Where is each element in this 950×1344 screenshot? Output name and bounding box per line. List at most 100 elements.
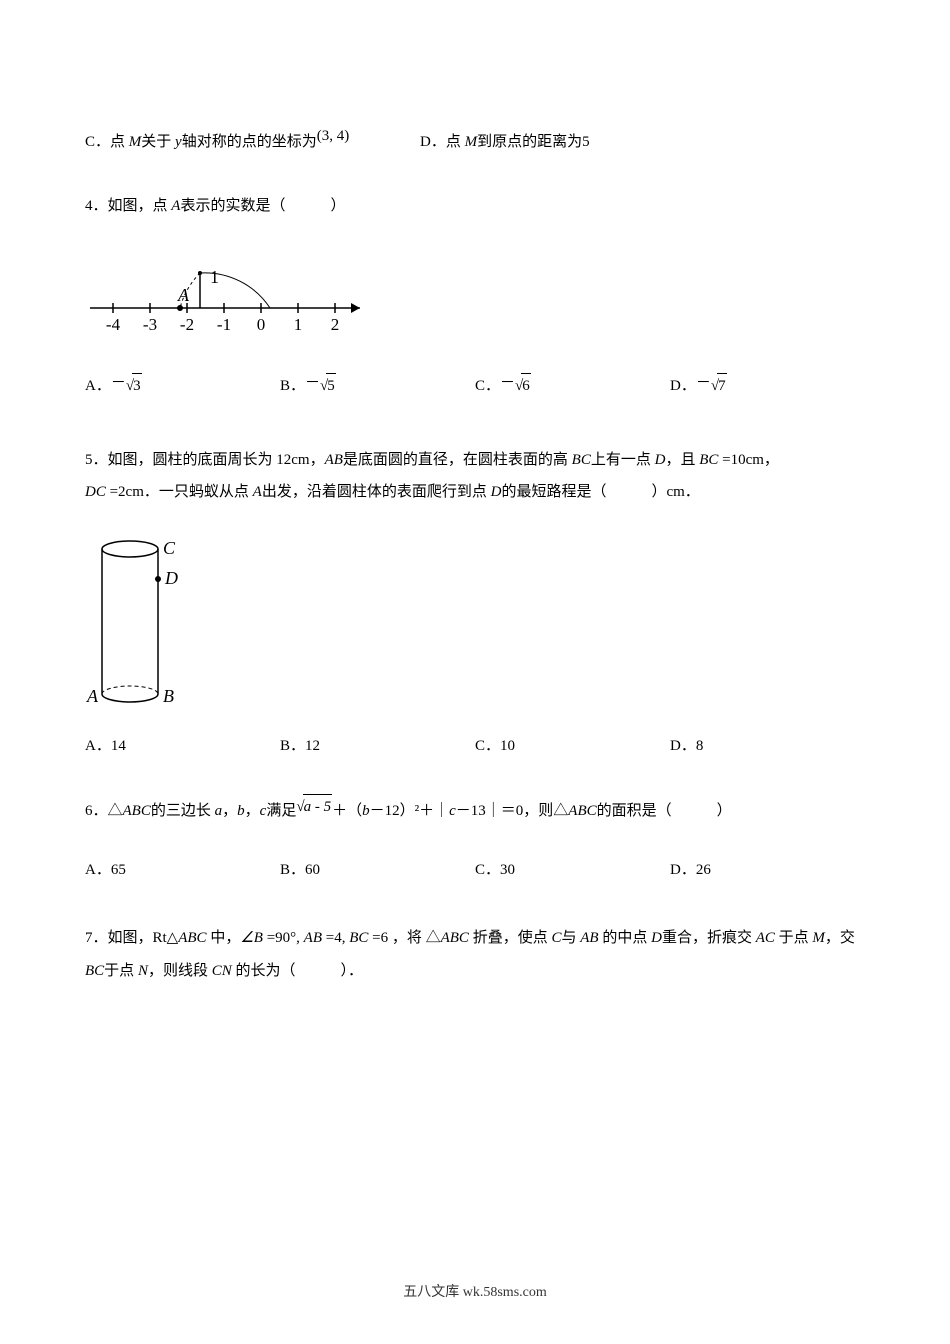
q3d-var: M (465, 134, 478, 150)
q5-label-A: A (86, 686, 99, 706)
q7p6: 重合，折痕交 (662, 930, 756, 946)
q5-figure: C D A B (85, 534, 865, 714)
q7d: D (651, 930, 662, 946)
q3c-mid1: 关于 (141, 134, 175, 150)
q5l1ab: AB (325, 452, 343, 468)
q3-options: C．点 M关于 y轴对称的点的坐标为(3, 4) D．点 M到原点的距离为5 (85, 130, 865, 154)
q5-line1: 5．如图，圆柱的底面周长为 12cm，AB是底面圆的直径，在圆柱表面的高 BC上… (85, 448, 865, 472)
q5-svg: C D A B (85, 534, 185, 714)
q4b-val: 5 (326, 373, 336, 398)
q6p5: －12）²＋｜ (370, 803, 450, 819)
svg-text:2: 2 (331, 315, 340, 334)
q4c-label: C． (475, 378, 500, 394)
q7cn: CN (212, 963, 232, 979)
q5l2dc: DC (85, 484, 106, 500)
q3-optC: C．点 M关于 y轴对称的点的坐标为(3, 4) (85, 130, 405, 154)
q6-optA: A．65 (85, 858, 280, 882)
q5-label-B: B (163, 686, 174, 706)
q7p5: 的中点 (599, 930, 652, 946)
q5-optA: A．14 (85, 734, 280, 758)
q7c: C (551, 930, 561, 946)
q7p7: 于点 (779, 930, 813, 946)
q4-svg: -4-3-2-1012 1 A (85, 248, 375, 338)
q3d-val: 5 (582, 134, 590, 150)
q4: 4．如图，点 A表示的实数是（ ） -4-3-2-1012 1 A A．－√3 (85, 194, 865, 398)
q6p1: 6．△ (85, 803, 123, 819)
q5l2a: A (253, 484, 262, 500)
q7-line1: 7．如图，Rt△ABC 中，∠B =90°, AB =4, BC =6 ，将 △… (85, 922, 865, 988)
q7p2: 中， (207, 930, 241, 946)
q5-line2: DC =2cm．一只蚂蚁从点 A出发，沿着圆柱体的表面爬行到点 D的最短路程是（… (85, 480, 865, 504)
q6c2b: c (449, 803, 456, 819)
q7p9: 于点 (104, 963, 138, 979)
q5-optB: B．12 (280, 734, 475, 758)
q5l2p3: 的最短路程是（ ）cm． (501, 484, 699, 500)
q7bc: BC (349, 930, 372, 946)
q4-text: 4．如图，点 A表示的实数是（ ） (85, 194, 865, 218)
svg-text:1: 1 (294, 315, 303, 334)
q6abc: ABC (123, 803, 151, 819)
q7p10: ，则线段 (148, 963, 212, 979)
q7ab2: AB (580, 930, 598, 946)
q7n: N (138, 963, 148, 979)
q5l1p1: 5．如图，圆柱的底面周长为 12cm， (85, 452, 325, 468)
q5-label-C: C (163, 538, 176, 558)
q4-optA: A．－√3 (85, 373, 280, 398)
q4-optC: C．－√6 (475, 373, 670, 398)
q4b-label: B． (280, 378, 305, 394)
q6-optD: D．26 (670, 858, 865, 882)
q6b: b (237, 803, 245, 819)
q6: 6．△ABC的三边长 a，b，c满足√a - 5＋（b－12）²＋｜c－13｜＝… (85, 798, 865, 882)
q5l1eq1: =10cm， (722, 452, 779, 468)
svg-text:-1: -1 (217, 315, 231, 334)
q5-options: A．14 B．12 C．10 D．8 (85, 734, 865, 758)
q6abc2: ABC (568, 803, 596, 819)
q5: 5．如图，圆柱的底面周长为 12cm，AB是底面圆的直径，在圆柱表面的高 BC上… (85, 448, 865, 758)
q3c-mid2: 轴对称的点的坐标为 (182, 134, 317, 150)
q4a-val: 3 (132, 373, 142, 398)
q5l1p2: 是底面圆的直径，在圆柱表面的高 (343, 452, 572, 468)
q5l1d: D (655, 452, 666, 468)
q4d-val: 7 (717, 373, 727, 398)
svg-text:0: 0 (257, 315, 266, 334)
q7ab: AB (304, 930, 326, 946)
q6a: a (215, 803, 223, 819)
q7bc2: BC (85, 963, 104, 979)
q3d-prefix: D．点 (420, 134, 465, 150)
q4-pointA-label: A (177, 285, 190, 305)
q7eq2: =4, (326, 930, 349, 946)
q4-options: A．－√3 B．－√5 C．－√6 D．－√7 (85, 373, 865, 398)
q6-optB: B．60 (280, 858, 475, 882)
q6p7: 的面积是（ ） (597, 803, 732, 819)
q5l1p3: 上有一点 (591, 452, 655, 468)
q5-optC: C．10 (475, 734, 670, 758)
q4-figure: -4-3-2-1012 1 A (85, 248, 865, 338)
q7p4: 与 (561, 930, 580, 946)
svg-text:-3: -3 (143, 315, 157, 334)
q4-optD: D．－√7 (670, 373, 865, 398)
q6b2: b (362, 803, 370, 819)
q5l2p1: ．一只蚂蚁从点 (144, 484, 253, 500)
q3c-prefix: C．点 (85, 134, 129, 150)
q7angle: ∠B (240, 930, 266, 946)
q6p3: 满足 (266, 803, 296, 819)
q7eq3: =6 ，将 △ (372, 930, 440, 946)
q7p11: 的长为（ ）． (232, 963, 363, 979)
q5l2p2: 出发，沿着圆柱体的表面爬行到点 (262, 484, 491, 500)
q5l2d: D (491, 484, 502, 500)
q6p2: 的三边长 (151, 803, 215, 819)
q5-label-D: D (164, 568, 178, 588)
q6sqrt: a - 5 (304, 799, 332, 815)
q7eq1: =90°, (267, 930, 304, 946)
svg-text:-2: -2 (180, 315, 194, 334)
q7p8: ，交 (825, 930, 855, 946)
q4c-val: 6 (521, 373, 531, 398)
footer: 五八文库 wk.58sms.com (0, 1282, 950, 1304)
q5l1bc: BC (572, 452, 591, 468)
q3d-mid: 到原点的距离为 (477, 134, 582, 150)
q4d-label: D． (670, 378, 696, 394)
q6-options: A．65 B．60 C．30 D．26 (85, 858, 865, 882)
q7p3: 折叠，使点 (469, 930, 552, 946)
q6c1: ， (222, 803, 237, 819)
q6-optC: C．30 (475, 858, 670, 882)
